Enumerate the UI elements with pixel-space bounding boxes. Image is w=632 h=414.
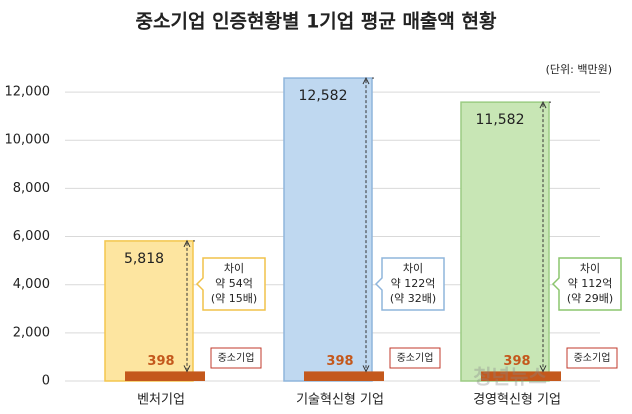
arrow-head bbox=[362, 365, 370, 373]
legend-label: 중소기업 bbox=[397, 351, 434, 364]
comparison-bar bbox=[125, 371, 205, 381]
watermark: 청년뉴스 bbox=[473, 365, 547, 389]
y-tick-label: 4,000 bbox=[13, 277, 50, 292]
bar bbox=[283, 77, 373, 382]
y-tick-label: 8,000 bbox=[13, 181, 50, 196]
legend-box bbox=[389, 347, 441, 369]
legend-label: 중소기업 bbox=[218, 351, 255, 364]
y-tick-label: 2,000 bbox=[13, 325, 50, 340]
arrow-head bbox=[362, 76, 370, 85]
callout-box bbox=[374, 257, 445, 311]
x-tick-label: 기술혁신형 기업 bbox=[296, 393, 384, 408]
callout-text: (약 15배) bbox=[211, 291, 257, 305]
callout-text: 약 54억 bbox=[215, 276, 253, 290]
comparison-bar bbox=[481, 371, 561, 381]
callout-text: 약 112억 bbox=[568, 276, 613, 290]
x-tick-label: 벤처기업 bbox=[137, 393, 185, 408]
y-tick-label: 0 bbox=[42, 374, 50, 389]
chart-title: 중소기업 인증현황별 1기업 평균 매출액 현황 bbox=[136, 10, 497, 33]
arrow-head bbox=[539, 101, 547, 109]
value-label: 5,818 bbox=[124, 251, 164, 267]
callout-text: 차이 bbox=[403, 262, 423, 275]
callout-text: 약 122억 bbox=[391, 276, 436, 290]
value-label: 12,582 bbox=[299, 88, 348, 104]
callout-text: 차이 bbox=[580, 262, 600, 275]
callout-text: (약 32배) bbox=[390, 291, 436, 305]
comparison-value-label: 398 bbox=[503, 354, 530, 369]
comparison-value-label: 398 bbox=[326, 354, 353, 369]
unit-label: (단위: 백만원) bbox=[546, 63, 612, 76]
callout-text: (약 29배) bbox=[567, 291, 613, 305]
x-tick-label: 경영혁신형 기업 bbox=[473, 393, 561, 408]
callout-box bbox=[195, 257, 266, 311]
bar bbox=[460, 101, 550, 382]
comparison-bar bbox=[304, 371, 384, 381]
y-tick-label: 12,000 bbox=[5, 85, 51, 100]
legend-label: 중소기업 bbox=[574, 351, 611, 364]
callout-text: 차이 bbox=[224, 262, 244, 275]
comparison-value-label: 398 bbox=[147, 354, 174, 369]
arrow-head bbox=[539, 365, 547, 373]
callout-box bbox=[551, 257, 622, 311]
y-tick-label: 10,000 bbox=[5, 133, 51, 148]
value-label: 11,582 bbox=[476, 112, 525, 128]
arrow-head bbox=[183, 239, 191, 248]
y-tick-label: 6,000 bbox=[13, 229, 50, 244]
legend-box bbox=[566, 347, 618, 369]
legend-box bbox=[210, 347, 262, 369]
arrow-head bbox=[183, 365, 191, 373]
